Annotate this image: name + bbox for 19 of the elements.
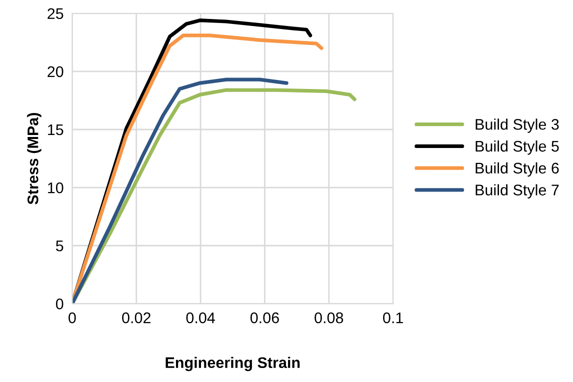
y-tick-label: 0 bbox=[56, 298, 64, 310]
x-tick-label: 0 bbox=[68, 312, 76, 324]
y-tick-label: 5 bbox=[56, 240, 64, 252]
y-tick-label: 20 bbox=[48, 66, 64, 78]
x-axis-title: Engineering Strain bbox=[166, 356, 300, 372]
y-tick-label: 10 bbox=[48, 182, 64, 194]
x-tick-label: 0.04 bbox=[186, 312, 215, 324]
y-axis-title: Stress (MPa) bbox=[27, 113, 42, 204]
y-tick-label: 25 bbox=[48, 8, 64, 20]
x-tick-label: 0.08 bbox=[314, 312, 344, 324]
legend-label: Build Style 5 bbox=[476, 140, 559, 155]
x-tick-label: 0.1 bbox=[383, 312, 403, 324]
legend-label: Build Style 7 bbox=[476, 184, 559, 198]
line-series bbox=[72, 78, 288, 304]
x-tick-label: 0.02 bbox=[122, 312, 150, 324]
y-tick-label: 15 bbox=[48, 124, 64, 136]
legend-label: Build Style 3 bbox=[476, 118, 559, 133]
x-tick-label: 0.06 bbox=[250, 312, 279, 324]
legend-label: Build Style 6 bbox=[476, 162, 559, 177]
